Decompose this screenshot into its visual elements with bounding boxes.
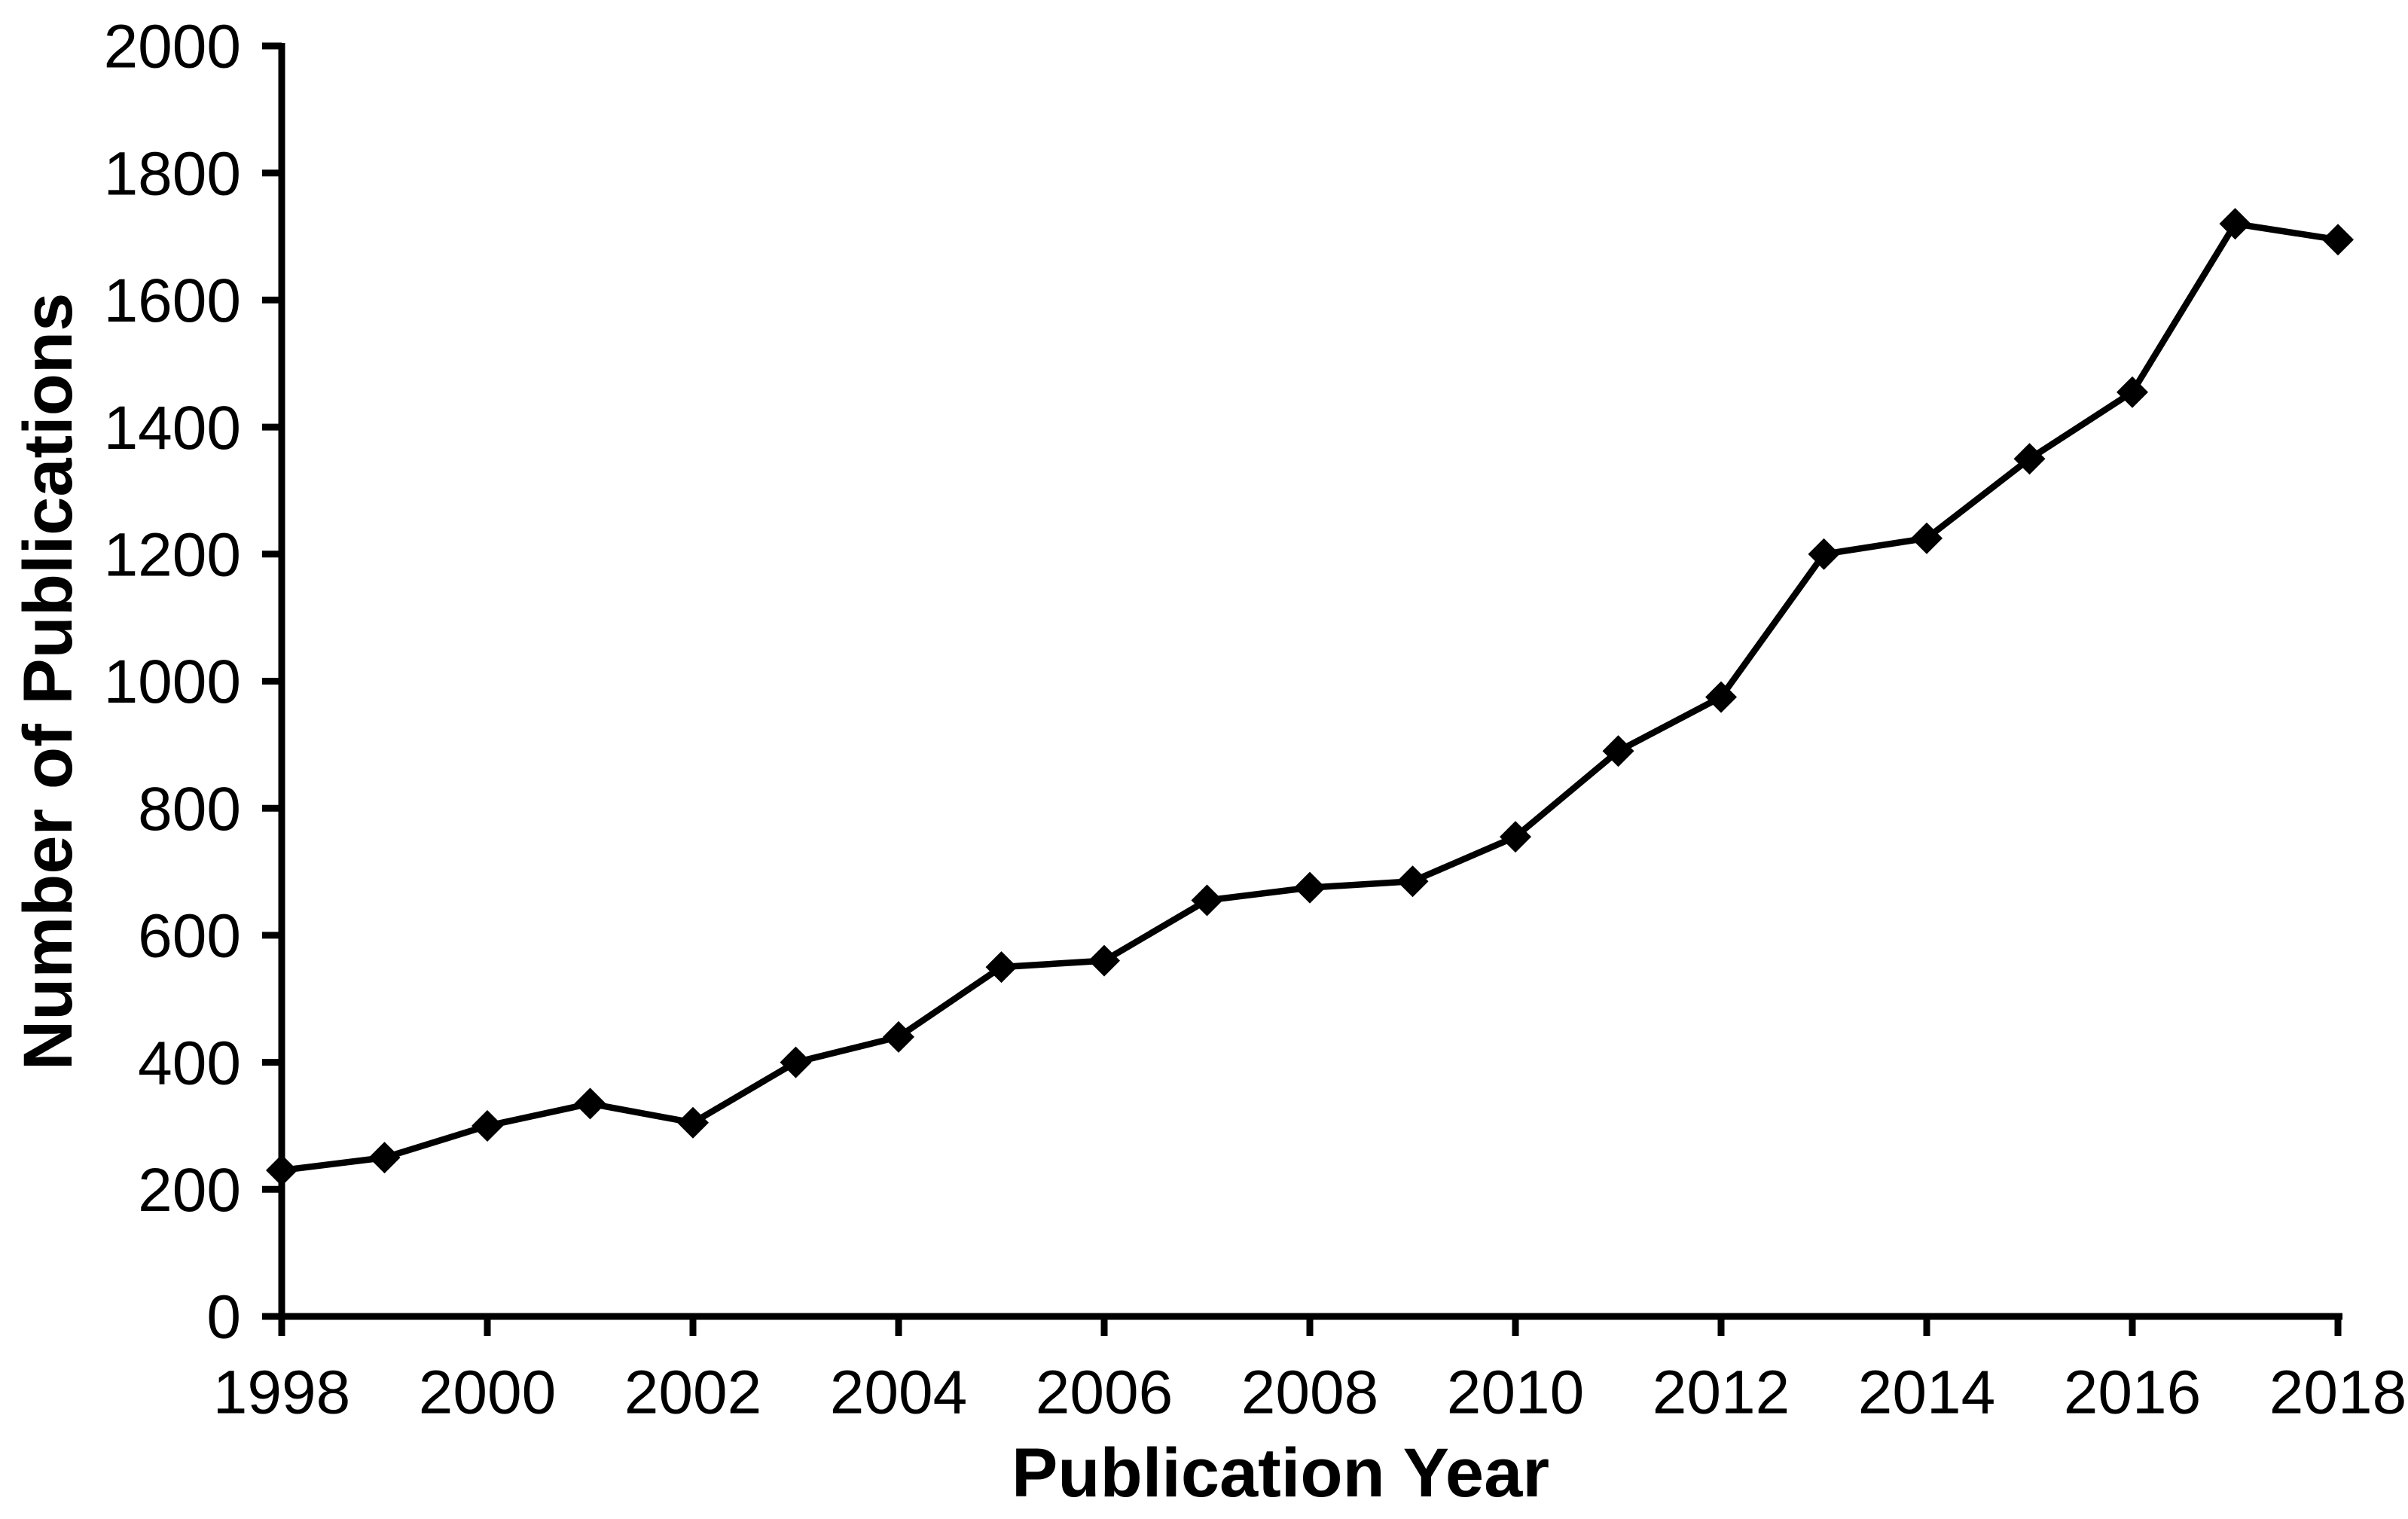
data-point-marker [1602, 735, 1634, 767]
data-point-marker [883, 1020, 914, 1053]
y-tick-label: 1400 [104, 394, 241, 462]
x-tick-label: 2018 [2269, 1359, 2406, 1427]
data-point-marker [1911, 522, 1943, 554]
data-point-marker [2219, 208, 2251, 240]
axes [278, 43, 2342, 1336]
data-point-marker [780, 1046, 812, 1078]
x-tick-label: 2000 [419, 1359, 556, 1427]
data-point-marker [2322, 224, 2354, 256]
data-point-marker [1088, 944, 1120, 977]
data-point-marker [1808, 538, 1840, 570]
y-tick-label: 1200 [104, 521, 241, 590]
y-tick-label: 0 [206, 1283, 241, 1352]
data-point-marker [1500, 821, 1531, 853]
y-ticks [262, 42, 282, 1320]
data-point-marker [574, 1087, 606, 1120]
x-tick-label: 2016 [2064, 1359, 2201, 1427]
x-tick-label: 2010 [1447, 1359, 1584, 1427]
y-tick-label: 200 [138, 1156, 241, 1225]
series-line [278, 220, 2342, 1174]
x-tick-label: 2012 [1653, 1359, 1790, 1427]
x-tick-label: 2002 [624, 1359, 761, 1427]
data-point-marker [2013, 443, 2046, 475]
data-point-marker [985, 951, 1018, 984]
data-point-marker [368, 1142, 401, 1174]
data-point-marker [2117, 376, 2148, 408]
data-point-marker [472, 1109, 503, 1142]
x-tick-labels: 1998 2000 2002 2004 2006 2008 2010 2012 2014 2016… [213, 1359, 2406, 1427]
x-axis-title: Publication Year [1011, 1435, 1550, 1511]
y-tick-label: 1600 [104, 267, 241, 335]
y-tick-label: 1800 [104, 139, 241, 208]
data-point-marker [1191, 884, 1223, 917]
data-point-marker [1396, 865, 1429, 898]
data-point-marker [1294, 871, 1326, 904]
y-tick-label: 2000 [104, 13, 241, 81]
series-markers [266, 208, 2354, 1186]
y-tick-label: 800 [138, 775, 241, 843]
x-tick-label: 2008 [1241, 1359, 1378, 1427]
x-ticks [278, 1316, 2342, 1336]
y-tick-labels: 0 200 400 600 800 1000 1200 1400 1600 1800 2000 [104, 13, 241, 1352]
data-point-marker [677, 1106, 709, 1139]
x-tick-label: 2006 [1036, 1359, 1173, 1427]
data-point-marker [1705, 681, 1737, 713]
y-tick-label: 400 [138, 1029, 241, 1097]
x-tick-label: 1998 [213, 1359, 350, 1427]
data-point-marker [266, 1154, 298, 1186]
x-tick-label: 2004 [830, 1359, 967, 1427]
x-tick-label: 2014 [1858, 1359, 1995, 1427]
y-tick-label: 600 [138, 902, 241, 971]
y-axis-title: Number of Publications [10, 292, 87, 1071]
y-tick-label: 1000 [104, 648, 241, 716]
